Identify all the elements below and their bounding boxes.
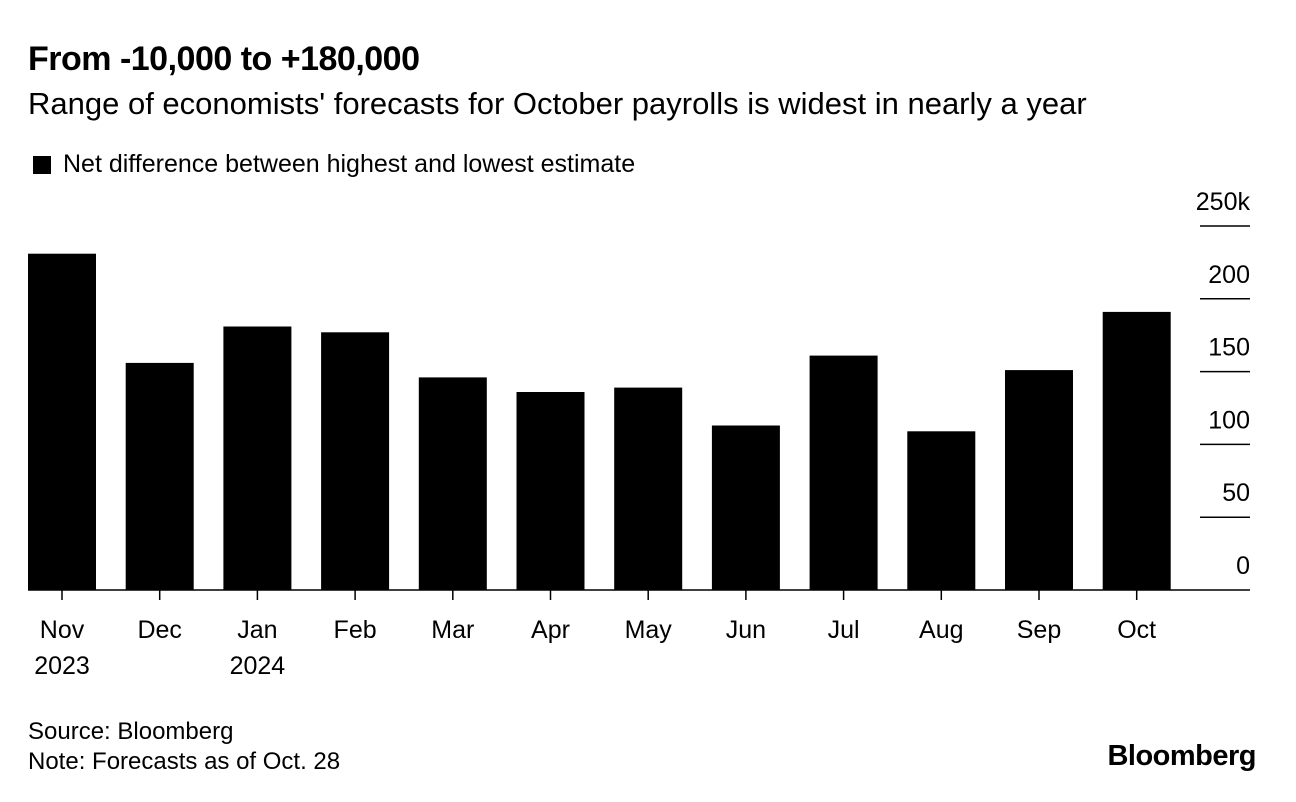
chart-title: From -10,000 to +180,000: [28, 40, 420, 78]
y-tick-label: 100: [1208, 406, 1250, 434]
x-tick-label-sep: Sep: [1017, 616, 1061, 644]
bar-may: [614, 387, 683, 590]
x-tick-label-apr: Apr: [531, 616, 570, 644]
bloomberg-logo: Bloomberg: [1107, 740, 1256, 772]
x-tick-label-mar: Mar: [431, 616, 474, 644]
bar-jan: [223, 326, 292, 590]
bar-dec: [125, 362, 194, 590]
source-note: Source: Bloomberg: [28, 718, 234, 745]
y-tick-label: 150: [1208, 334, 1250, 362]
bar-jul: [809, 355, 878, 590]
bar-nov: [28, 253, 96, 590]
x-tick-label-dec: Dec: [137, 616, 181, 644]
bar-oct: [1102, 311, 1171, 590]
forecast-note: Note: Forecasts as of Oct. 28: [28, 748, 341, 775]
bar-aug: [907, 431, 976, 590]
bar-apr: [516, 392, 585, 590]
legend: Net difference between highest and lowes…: [33, 150, 635, 179]
y-tick-label: 50: [1222, 479, 1250, 507]
y-tick-label: 0: [1236, 552, 1250, 580]
bar-jun: [711, 425, 780, 590]
bar-feb: [321, 332, 390, 590]
y-tick-label: 200: [1208, 261, 1250, 289]
x-tick-year-label: 2024: [230, 652, 286, 680]
y-tick-label: 250k: [1196, 188, 1251, 216]
chart-subtitle: Range of economists' forecasts for Octob…: [28, 86, 1087, 121]
x-tick-label-feb: Feb: [334, 616, 377, 644]
x-tick-label-oct: Oct: [1117, 616, 1156, 644]
x-tick-label-jun: Jun: [726, 616, 766, 644]
x-tick-label-nov: Nov: [40, 616, 85, 644]
x-tick-year-label: 2023: [34, 652, 90, 680]
bar-sep: [1005, 370, 1073, 590]
x-tick-label-jul: Jul: [828, 616, 860, 644]
legend-swatch: [33, 155, 51, 174]
x-tick-label-may: May: [625, 616, 673, 644]
x-tick-label-jan: Jan: [237, 616, 277, 644]
x-tick-label-aug: Aug: [919, 616, 963, 644]
legend-label: Net difference between highest and lowes…: [63, 150, 636, 178]
bar-mar: [418, 377, 487, 590]
